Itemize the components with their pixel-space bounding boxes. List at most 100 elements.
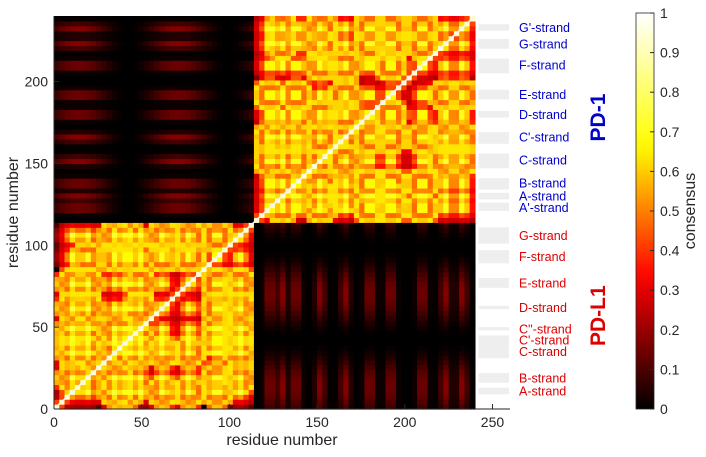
heatmap-cell	[175, 104, 181, 110]
heatmap-cell	[85, 183, 92, 189]
heatmap-cell	[222, 94, 229, 101]
heatmap-cell	[201, 178, 208, 184]
heatmap-cell	[175, 241, 181, 248]
heatmap-cell	[54, 261, 60, 268]
heatmap-cell	[332, 35, 339, 42]
heatmap-cell	[175, 237, 181, 243]
heatmap-cell	[54, 168, 60, 174]
heatmap-cell	[96, 119, 102, 125]
heatmap-cell	[64, 124, 71, 130]
heatmap-cell	[327, 207, 334, 214]
heatmap-cell	[148, 94, 155, 101]
heatmap-cell	[106, 394, 113, 400]
heatmap-cell	[222, 30, 229, 37]
heatmap-cell	[306, 138, 313, 145]
heatmap-cell	[85, 335, 92, 341]
heatmap-cell	[332, 30, 339, 37]
heatmap-cell	[54, 35, 60, 42]
heatmap-cell	[296, 158, 302, 164]
heatmap-cell	[201, 197, 208, 204]
heatmap-cell	[80, 65, 87, 71]
heatmap-cell	[296, 217, 302, 223]
heatmap-cell	[106, 40, 113, 47]
heatmap-cell	[122, 148, 129, 155]
heatmap-cell	[127, 251, 134, 258]
heatmap-cell	[127, 153, 134, 160]
heatmap-cell	[322, 20, 329, 27]
heatmap-cell	[227, 119, 234, 125]
heatmap-cell	[164, 65, 171, 71]
heatmap-cell	[253, 109, 260, 115]
heatmap-cell	[232, 207, 239, 214]
heatmap-cell	[369, 374, 376, 381]
heatmap-cell	[259, 89, 266, 96]
heatmap-cell	[359, 173, 366, 179]
heatmap-cell	[364, 168, 371, 174]
heatmap-cell	[274, 227, 281, 233]
heatmap-cell	[159, 399, 166, 405]
heatmap-cell	[80, 197, 87, 204]
heatmap-cell	[164, 335, 171, 341]
heatmap-cell	[374, 261, 381, 268]
heatmap-cell	[338, 389, 344, 395]
heatmap-cell	[332, 173, 339, 179]
heatmap-cell	[211, 168, 218, 174]
heatmap-cell	[111, 163, 118, 169]
heatmap-cell	[143, 237, 150, 243]
heatmap-cell	[306, 394, 313, 400]
heatmap-cell	[359, 335, 366, 341]
heatmap-cell	[132, 30, 139, 37]
heatmap-cell	[327, 330, 334, 336]
heatmap-cell	[369, 30, 376, 37]
heatmap-cell	[111, 320, 118, 327]
heatmap-cell	[175, 281, 181, 287]
heatmap-cell	[253, 153, 260, 160]
heatmap-cell	[180, 261, 187, 268]
heatmap-cell	[64, 335, 71, 341]
heatmap-cell	[280, 109, 287, 115]
heatmap-cell	[338, 178, 344, 184]
heatmap-cell	[75, 133, 81, 140]
heatmap-cell	[232, 241, 239, 248]
heatmap-cell	[285, 291, 292, 297]
heatmap-cell	[296, 369, 302, 376]
strand-band	[478, 372, 509, 383]
heatmap-cell	[159, 178, 166, 184]
heatmap-cell	[180, 94, 187, 101]
heatmap-cell	[243, 286, 250, 292]
heatmap-cell	[332, 271, 339, 277]
heatmap-cell	[290, 178, 297, 184]
heatmap-cell	[190, 305, 197, 312]
heatmap-cell	[106, 65, 113, 71]
heatmap-cell	[180, 55, 187, 61]
heatmap-cell	[175, 178, 181, 184]
heatmap-cell	[69, 369, 76, 376]
heatmap-cell	[253, 379, 260, 386]
heatmap-cell	[238, 379, 245, 386]
heatmap-cell	[122, 25, 129, 32]
heatmap-cell	[75, 79, 81, 86]
heatmap-cell	[290, 364, 297, 371]
heatmap-cell	[343, 35, 350, 42]
heatmap-cell	[280, 178, 287, 184]
heatmap-cell	[264, 192, 271, 199]
heatmap-cell	[374, 300, 381, 307]
heatmap-cell	[211, 374, 218, 381]
heatmap-cell	[90, 119, 97, 125]
heatmap-cell	[274, 35, 281, 42]
heatmap-cell	[96, 227, 102, 233]
heatmap-cell	[374, 158, 381, 164]
heatmap-cell	[96, 266, 102, 273]
heatmap-cell	[343, 305, 350, 312]
heatmap-cell	[338, 79, 344, 86]
heatmap-cell	[75, 300, 81, 307]
heatmap-cell	[269, 379, 276, 386]
heatmap-cell	[359, 237, 366, 243]
heatmap-cell	[101, 74, 108, 81]
heatmap-cell	[111, 374, 118, 381]
heatmap-cell	[111, 187, 118, 194]
heatmap-cell	[274, 315, 281, 322]
heatmap-cell	[232, 384, 239, 390]
heatmap-cell	[190, 138, 197, 145]
heatmap-cell	[190, 379, 197, 386]
